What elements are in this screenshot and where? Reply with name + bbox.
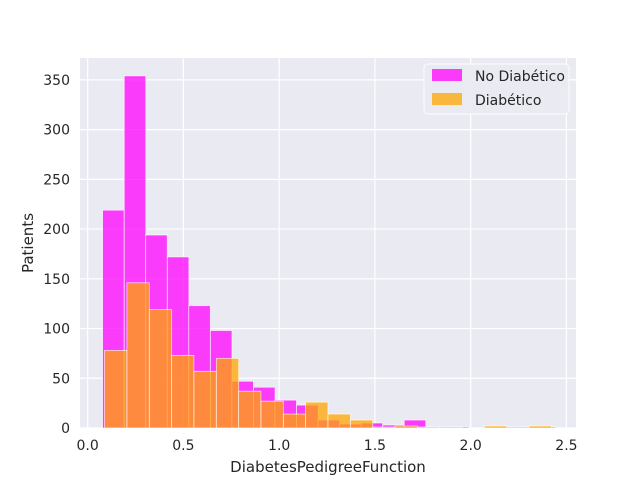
bar-diabetico-12 [372, 426, 396, 429]
x-tick-label-5: 2.5 [555, 438, 577, 454]
bar-diabetico-2 [148, 309, 173, 429]
legend-swatch-no-diabetico [432, 69, 462, 81]
y-tick-label-3: 150 [43, 272, 70, 288]
bar-diabetico-18 [506, 426, 530, 429]
bar-diabetico-1 [126, 282, 150, 429]
x-tick-label-4: 2.0 [460, 438, 482, 454]
bar-diabetico-8 [282, 413, 307, 429]
legend: No Diabético Diabético [423, 63, 570, 115]
y-tick-label-6: 300 [43, 123, 70, 139]
bar-diabetico-0 [104, 350, 128, 429]
y-axis-label: Patients [19, 213, 37, 273]
bar-diabetico-17 [484, 425, 508, 429]
x-tick-label-3: 1.5 [364, 438, 386, 454]
bar-diabetico-15 [439, 426, 463, 429]
bar-diabetico-6 [238, 390, 262, 429]
x-tick-label-2: 1.0 [268, 438, 290, 454]
bar-diabetico-10 [327, 413, 351, 429]
y-tick-label-1: 50 [52, 371, 70, 387]
legend-label-no-diabetico: No Diabético [475, 69, 565, 85]
y-tick-label-4: 200 [43, 222, 70, 238]
bar-diabetico-4 [193, 370, 217, 429]
bar-diabetico-13 [394, 425, 418, 429]
legend-swatch-diabetico [432, 93, 462, 105]
x-tick-label-0: 0.0 [77, 438, 99, 454]
y-tick-label-2: 100 [43, 322, 70, 338]
x-tick-label-1: 0.5 [172, 438, 194, 454]
x-axis-label: DiabetesPedigreeFunction [230, 458, 426, 476]
legend-label-diabetico: Diabético [475, 93, 541, 109]
y-tick-label-7: 350 [43, 73, 70, 89]
y-tick-label-5: 250 [43, 172, 70, 188]
bar-diabetico-3 [171, 354, 195, 429]
y-tick-labels: 0 50 100 150 200 250 300 350 [43, 73, 70, 437]
y-tick-label-0: 0 [61, 421, 70, 437]
bar-diabetico-11 [350, 419, 374, 429]
bar-diabetico-7 [260, 400, 284, 429]
x-tick-labels: 0.0 0.5 1.0 1.5 2.0 2.5 [77, 438, 578, 454]
bar-diabetico-14 [417, 426, 441, 429]
bar-diabetico-19 [528, 425, 552, 429]
bar-diabetico-9 [305, 401, 329, 429]
bar-diabetico-5 [215, 357, 240, 429]
histogram-bars [102, 75, 556, 429]
